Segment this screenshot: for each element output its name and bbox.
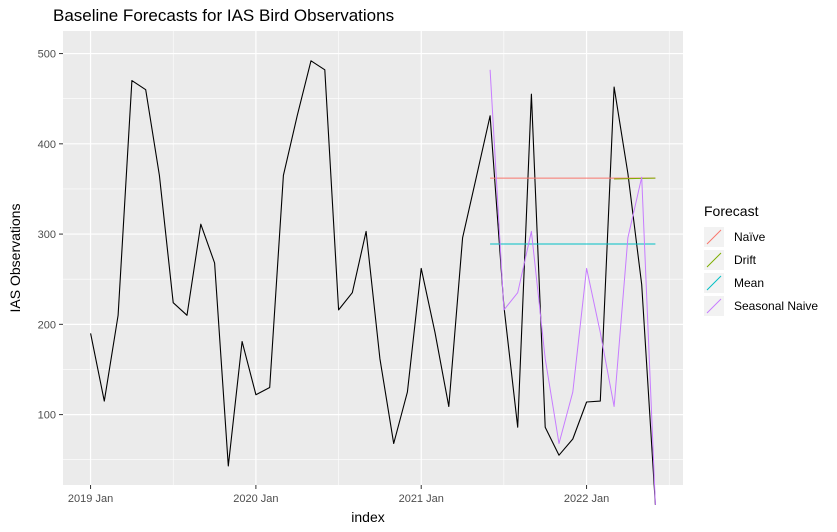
x-tick-label: 2022 Jan xyxy=(564,493,609,505)
legend-key-seasonal-naive xyxy=(704,295,724,316)
legend-label-drift: Drift xyxy=(734,252,756,267)
legend-item-seasonal-naive: Seasonal Naive xyxy=(704,294,818,317)
x-tick-label: 2021 Jan xyxy=(399,493,444,505)
y-tick-label: 300 xyxy=(38,229,56,241)
chart-title: Baseline Forecasts for IAS Bird Observat… xyxy=(53,6,395,25)
series-observed-line xyxy=(90,60,656,505)
y-tick-label: 400 xyxy=(38,139,56,151)
series-seasonal-naive-line xyxy=(489,69,656,505)
legend: Forecast Naïve Drift Mean Seasonal Naive xyxy=(704,203,818,317)
legend-label-naive: Naïve xyxy=(734,229,766,244)
plot-panel xyxy=(63,31,683,485)
grid-major xyxy=(63,31,683,485)
x-tick-label: 2019 Jan xyxy=(68,493,113,505)
axis-layer: 2019 Jan 2020 Jan 2021 Jan 2022 Jan 100 200 30… xyxy=(38,49,610,505)
legend-title: Forecast xyxy=(704,203,759,219)
legend-key-mean xyxy=(704,272,724,293)
legend-label-seasonal-naive: Seasonal Naive xyxy=(734,298,819,313)
y-tick-label: 500 xyxy=(38,49,56,61)
legend-key-naive xyxy=(704,226,724,247)
legend-item-drift: Drift xyxy=(704,248,818,271)
series-drift-line xyxy=(614,177,656,180)
y-tick-label: 200 xyxy=(38,319,56,331)
y-axis-title: IAS Observations xyxy=(7,204,23,313)
grid-minor xyxy=(63,31,683,485)
x-tick-label: 2020 Jan xyxy=(233,493,278,505)
legend-label-mean: Mean xyxy=(734,275,765,290)
series-layer xyxy=(90,60,656,505)
legend-item-naive: Naïve xyxy=(704,225,818,248)
y-tick-label: 100 xyxy=(38,410,56,422)
legend-key-drift xyxy=(704,249,724,270)
legend-item-mean: Mean xyxy=(704,271,818,294)
x-axis-title: index xyxy=(351,509,384,525)
